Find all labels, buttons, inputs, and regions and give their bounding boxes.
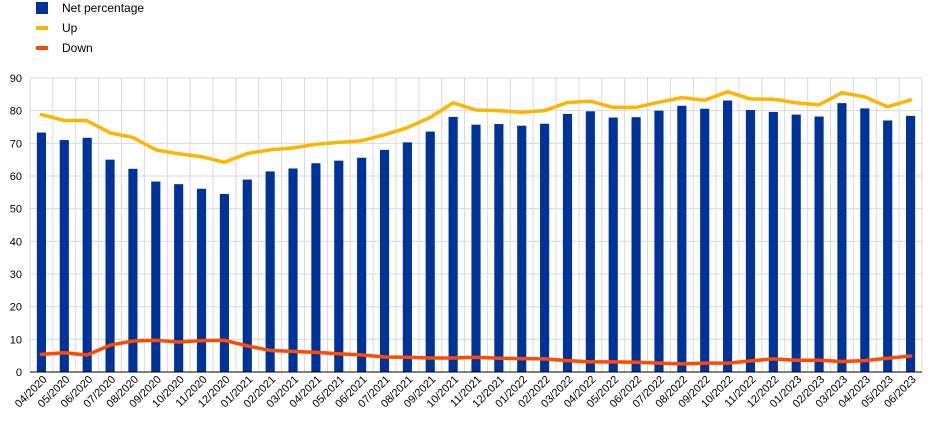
legend: Net percentage Up Down — [36, 1, 144, 55]
legend-label-2: Down — [62, 41, 93, 55]
bar — [585, 111, 595, 372]
x-axis: 04/202005/202006/202007/202008/202009/20… — [13, 371, 922, 410]
legend-label-0: Net percentage — [62, 1, 144, 15]
bar — [402, 142, 412, 372]
bar — [883, 120, 893, 372]
y-tick-label: 0 — [16, 367, 22, 379]
bar — [654, 110, 664, 373]
bar — [219, 193, 229, 372]
bar — [334, 160, 344, 372]
bar — [517, 125, 527, 373]
bar — [82, 137, 92, 372]
bar — [425, 131, 435, 372]
bar — [379, 149, 390, 372]
series-line-down — [39, 338, 913, 366]
y-tick-label: 40 — [10, 236, 22, 248]
legend-label-1: Up — [62, 21, 78, 35]
line-series — [39, 89, 913, 366]
bar — [905, 115, 916, 372]
bar — [745, 110, 756, 372]
bar — [174, 184, 184, 372]
bar — [448, 116, 458, 372]
y-axis: 0 10 20 30 40 50 60 70 80 90 — [10, 73, 22, 379]
legend-swatch-0 — [36, 2, 48, 14]
bar — [562, 113, 573, 372]
y-tick-label: 10 — [10, 334, 22, 346]
bar — [814, 116, 824, 373]
bar — [471, 124, 481, 372]
bar — [357, 157, 367, 372]
bar — [105, 159, 115, 372]
bar — [59, 140, 69, 372]
bar — [494, 124, 504, 372]
bar — [288, 168, 298, 372]
bar — [540, 123, 550, 372]
bar-series — [36, 100, 916, 373]
bar — [265, 171, 275, 372]
bar — [151, 181, 161, 372]
y-tick-label: 20 — [10, 302, 22, 314]
y-tick-label: 50 — [10, 204, 22, 216]
bar — [128, 168, 138, 372]
bar — [837, 103, 847, 373]
y-tick-label: 80 — [10, 106, 22, 118]
y-tick-label: 60 — [10, 171, 22, 183]
bar — [242, 179, 252, 372]
series-line-up — [39, 89, 913, 165]
bar — [677, 105, 687, 373]
bar — [723, 100, 733, 372]
bar — [608, 117, 618, 372]
bar — [860, 108, 870, 372]
bar — [36, 132, 47, 372]
bar — [631, 117, 641, 372]
y-tick-label: 70 — [10, 138, 22, 150]
y-tick-label: 90 — [10, 73, 22, 85]
bar — [196, 188, 207, 372]
bar — [311, 163, 321, 372]
bar — [700, 108, 710, 372]
bar — [768, 111, 778, 373]
bar — [791, 114, 801, 372]
y-tick-label: 30 — [10, 269, 22, 281]
